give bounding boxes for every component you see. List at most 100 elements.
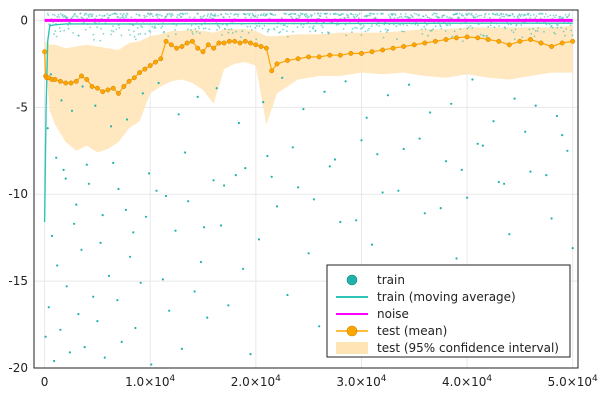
train-point [227, 304, 230, 307]
train-dense-point [248, 14, 251, 17]
train-dense-point [133, 35, 136, 38]
train-dense-point [530, 32, 533, 35]
legend-label: train (moving average) [377, 290, 516, 304]
train-dense-point [62, 16, 65, 18]
train-dense-point [564, 34, 566, 37]
test-mean-point [316, 54, 322, 60]
train-dense-point [279, 30, 282, 33]
train-point [55, 156, 58, 159]
train-dense-point [421, 33, 424, 35]
train-point [157, 81, 160, 85]
train-dense-point [199, 15, 202, 18]
train-dense-point [283, 24, 286, 27]
train-dense-point [58, 27, 61, 29]
train-dense-point [176, 16, 178, 19]
test-mean-point [63, 80, 69, 86]
train-dense-point [363, 15, 366, 18]
train-dense-point [129, 34, 132, 36]
train-dense-point [192, 33, 194, 35]
train-dense-point [557, 24, 559, 27]
train-dense-point [404, 15, 407, 18]
train-dense-point [273, 28, 276, 31]
train-dense-point [545, 23, 548, 26]
train-dense-point [347, 14, 349, 17]
train-dense-point [252, 14, 255, 17]
train-dense-point [510, 23, 512, 26]
test-mean-point [401, 44, 407, 49]
train-dense-point [435, 15, 438, 17]
test-mean-point [100, 89, 106, 95]
train-dense-point [247, 32, 250, 34]
train-dense-point [428, 16, 431, 19]
train-dense-point [95, 15, 98, 17]
test-mean-point [485, 37, 491, 42]
train-dense-point [482, 34, 485, 37]
train-dense-point [198, 32, 201, 34]
train-dense-point [354, 13, 357, 16]
train-moving-average-line [43, 22, 573, 223]
train-dense-point [403, 30, 405, 33]
train-point [164, 194, 168, 198]
train-dense-point [115, 28, 118, 31]
test-mean-point [126, 78, 132, 84]
train-point [73, 222, 76, 225]
train-dense-point [356, 27, 358, 29]
train-dense-point [151, 25, 154, 28]
train-dense-point [163, 30, 166, 33]
train-dense-point [543, 16, 546, 18]
test-mean-point [454, 35, 459, 41]
x-tick-label: 2.0×104 [231, 374, 281, 389]
train-dense-point [420, 28, 423, 31]
x-tick-label: 4.0×104 [442, 374, 492, 389]
train-dense-point [51, 13, 54, 16]
train-dense-point [224, 12, 227, 15]
train-dense-point [358, 12, 361, 15]
train-point [215, 87, 218, 90]
train-point [339, 220, 342, 224]
train-point [444, 160, 448, 163]
train-dense-point [271, 13, 273, 16]
train-dense-point [204, 27, 207, 30]
train-dense-point [317, 12, 320, 15]
train-dense-point [109, 14, 112, 16]
train-point [545, 174, 548, 177]
plot-frame [33, 9, 579, 369]
train-dense-point [102, 32, 105, 35]
train-dense-point [216, 29, 218, 31]
train-point [529, 170, 532, 173]
train-dense-point [358, 17, 360, 20]
train-point [266, 154, 269, 158]
train-dense-point [190, 29, 192, 31]
test-mean-point [348, 50, 354, 56]
train-dense-point [486, 34, 488, 37]
train-dense-point [478, 14, 481, 17]
train-point [56, 264, 59, 267]
train-dense-point [167, 35, 170, 38]
train-dense-point [479, 33, 482, 36]
train-dense-point [524, 14, 527, 16]
train-dense-point [256, 16, 259, 19]
train-dense-point [366, 29, 369, 32]
train-dense-point [496, 14, 499, 16]
train-dense-point [384, 28, 387, 31]
train-point [318, 325, 321, 328]
train-dense-point [425, 14, 427, 16]
train-dense-point [263, 12, 265, 15]
train-point [53, 359, 56, 363]
train-dense-point [509, 14, 512, 17]
train-dense-point [262, 14, 265, 17]
train-dense-point [359, 27, 362, 30]
train-dense-point [347, 16, 350, 19]
test-mean-point [184, 40, 190, 46]
train-dense-point [487, 26, 490, 28]
train-point [307, 252, 310, 255]
train-dense-point [306, 16, 309, 19]
train-dense-point [356, 14, 359, 16]
train-dense-point [459, 28, 462, 30]
train-dense-point [291, 17, 294, 19]
train-dense-point [553, 31, 555, 34]
test-mean-point [327, 52, 333, 58]
train-dense-point [434, 25, 437, 28]
train-dense-point [399, 23, 401, 26]
train-dense-point [512, 13, 514, 16]
